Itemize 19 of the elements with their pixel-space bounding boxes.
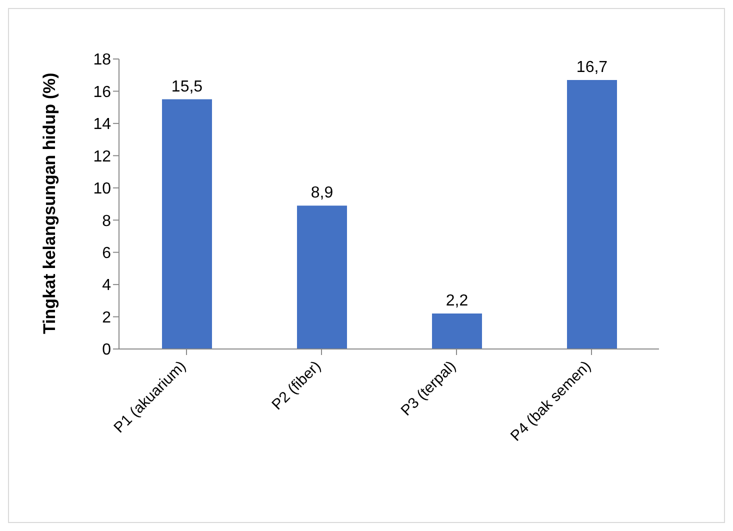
y-tick-label: 6 [102,245,112,262]
y-tick-label: 12 [93,148,112,166]
bar [567,80,617,349]
y-tick-label: 10 [93,180,112,198]
y-axis-title: Tingkat kelangsungan hidup (%) [40,72,60,334]
y-tick-label: 16 [93,84,112,101]
data-label: 16,7 [576,58,608,76]
y-tick-label: 4 [102,277,112,294]
y-tick-label: 8 [102,212,112,230]
bar [432,314,482,349]
y-tick-label: 0 [102,342,112,359]
data-label: 8,9 [310,184,334,202]
bar [162,99,212,349]
bar [297,206,347,349]
data-label: 15,5 [171,78,203,96]
y-tick-label: 14 [93,116,112,134]
y-tick-label: 18 [93,52,112,69]
y-tick-label: 2 [102,309,112,326]
data-label: 2,2 [446,292,468,310]
